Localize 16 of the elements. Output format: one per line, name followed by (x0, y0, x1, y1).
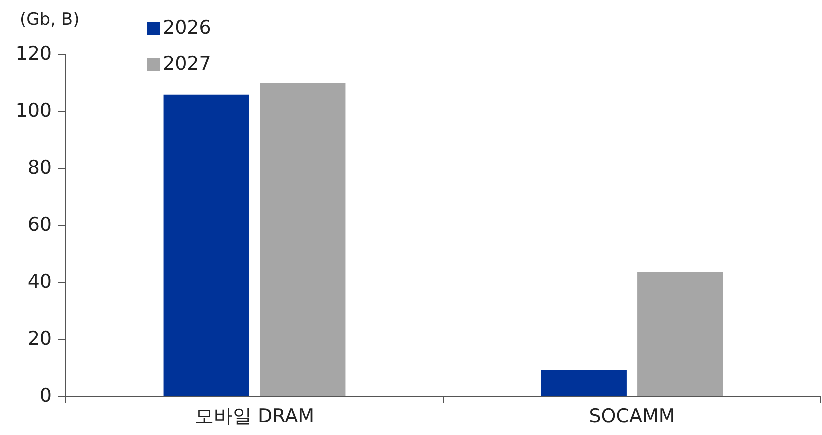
y-tick-label: 80 (28, 156, 52, 179)
bar (638, 272, 724, 396)
x-tick-label: SOCAMM (589, 405, 676, 428)
y-tick-label: 20 (28, 328, 52, 350)
bar (164, 94, 250, 396)
y-tick-label: 60 (28, 214, 52, 236)
legend-label: 2027 (163, 53, 212, 75)
legend-label: 2026 (163, 17, 212, 39)
bar (260, 84, 346, 396)
y-tick-label: 40 (28, 270, 52, 293)
y-tick-label: 0 (40, 384, 52, 407)
y-tick-label: 100 (16, 100, 52, 122)
y-axis-title: (Gb, B) (20, 10, 80, 30)
x-tick-label: 모바일 DRAM (195, 405, 314, 428)
bar (541, 370, 627, 396)
y-tick-label: 120 (16, 42, 52, 65)
